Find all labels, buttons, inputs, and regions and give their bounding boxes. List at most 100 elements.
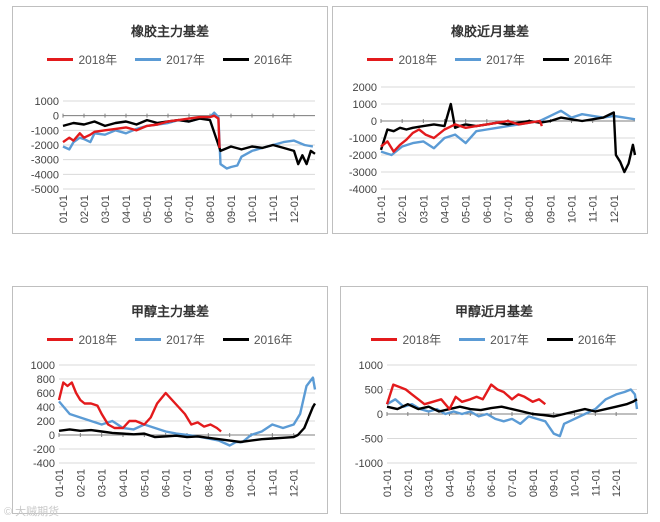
y-tick-label: -4000	[349, 184, 377, 196]
legend-item-2017: 2017年	[135, 331, 205, 348]
x-tick-label: 02-01	[79, 195, 91, 223]
y-tick-label: 1000	[359, 360, 383, 372]
y-tick-label: 600	[37, 388, 55, 400]
legend-item-2017: 2017年	[455, 51, 525, 68]
chart-panel-methanol-near: 甲醇近月基差 2018年 2017年 2016年 1000 500 0 -500 -10…	[340, 286, 648, 514]
x-tick-label: 01-01	[58, 195, 70, 223]
x-tick-label: 12-01	[609, 195, 621, 223]
series-line-s2018	[57, 381, 222, 433]
x-tick-label: 10-01	[567, 195, 579, 223]
legend-item-2016: 2016年	[542, 51, 613, 68]
x-tick-label: 02-01	[75, 469, 87, 497]
legend-item-2017: 2017年	[135, 51, 205, 68]
y-tick-label: 1000	[35, 96, 59, 108]
y-tick-label: 500	[365, 385, 383, 397]
x-tick-label: 06-01	[482, 195, 494, 223]
x-tick-label: 02-01	[403, 469, 415, 497]
y-tick-label: 0	[53, 111, 59, 123]
x-tick-label: 11-01	[267, 469, 279, 496]
x-tick-label: 10-01	[246, 469, 258, 497]
y-tick-label: 800	[37, 374, 55, 386]
x-tick-label: 06-01	[163, 195, 175, 223]
legend-label: 2017年	[490, 333, 529, 347]
legend-item-2018: 2018年	[367, 51, 437, 68]
x-tick-label: 04-01	[445, 469, 457, 497]
x-tick-label: 08-01	[203, 469, 215, 497]
y-tick-label: 0	[49, 430, 55, 442]
legend-item-2018: 2018年	[47, 51, 117, 68]
legend-label: 2017年	[166, 53, 205, 67]
series-line-s2017	[380, 109, 636, 157]
y-tick-label: -3000	[349, 167, 377, 179]
x-tick-label: 07-01	[507, 469, 519, 497]
x-tick-label: 06-01	[486, 469, 498, 497]
x-tick-label: 01-01	[382, 469, 394, 497]
x-tick-label: 01-01	[54, 469, 66, 497]
chart-title: 橡胶近月基差	[450, 24, 529, 39]
series-line-s2016	[379, 102, 637, 174]
x-tick-label: 04-01	[118, 469, 130, 497]
y-tick-label: -2000	[31, 140, 59, 152]
x-tick-label: 06-01	[161, 469, 173, 497]
y-tick-label: 2000	[353, 82, 377, 94]
chart-panel-methanol-main: 甲醇主力基差 2018年 2017年 2016年 1000 800 600 400 20…	[12, 286, 328, 514]
chart-title: 橡胶主力基差	[130, 24, 209, 39]
x-tick-label: 05-01	[465, 469, 477, 497]
legend-label: 2018年	[78, 53, 118, 67]
x-tick-label: 08-01	[205, 195, 217, 223]
legend-label: 2016年	[253, 333, 293, 347]
y-tick-label: -1000	[355, 458, 383, 470]
x-tick-label: 08-01	[524, 195, 536, 223]
x-tick-label: 07-01	[182, 469, 194, 497]
chart-legend: 2018年 2017年 2016年	[13, 331, 327, 348]
y-tick-label: 0	[377, 409, 383, 421]
chart-title: 甲醇近月基差	[454, 304, 533, 319]
x-tick-label: 04-01	[121, 195, 133, 223]
x-tick-label: 12-01	[289, 469, 301, 497]
y-tick-label: 200	[37, 416, 55, 428]
y-tick-label: -200	[33, 444, 55, 456]
chart-panel-rubber-main: 橡胶主力基差 2018年 2017年 2016年 1000 0 -1000 -2000…	[12, 6, 328, 234]
x-tick-label: 03-01	[100, 195, 112, 223]
x-tick-label: 03-01	[424, 469, 436, 497]
x-tick-label: 07-01	[503, 195, 515, 223]
x-tick-label: 11-01	[590, 469, 602, 496]
x-tick-label: 09-01	[549, 469, 561, 497]
y-tick-label: -400	[33, 458, 55, 470]
chart-legend: 2018年 2017年 2016年	[333, 51, 647, 68]
chart-legend: 2018年 2017年 2016年	[341, 331, 647, 348]
legend-item-2018: 2018年	[371, 331, 441, 348]
y-tick-label: -2000	[349, 150, 377, 162]
legend-label: 2017年	[486, 53, 525, 67]
series-line-s2018	[380, 119, 544, 153]
x-tick-label: 10-01	[247, 195, 259, 223]
y-tick-label: 1000	[31, 360, 55, 372]
x-tick-label: 12-01	[611, 469, 623, 497]
x-tick-label: 05-01	[142, 195, 154, 223]
y-tick-label: -1000	[349, 133, 377, 145]
legend-label: 2016年	[577, 333, 617, 347]
legend-label: 2016年	[573, 53, 613, 67]
x-tick-label: 11-01	[588, 195, 600, 222]
y-tick-label: -500	[361, 434, 383, 446]
series-line-s2016	[58, 402, 317, 444]
series-line-s2016	[62, 117, 316, 166]
x-tick-label: 03-01	[97, 469, 109, 497]
x-tick-label: 03-01	[418, 195, 430, 223]
chart-legend: 2018年 2017年 2016年	[13, 51, 327, 68]
x-tick-label: 09-01	[225, 469, 237, 497]
x-tick-label: 09-01	[226, 195, 238, 223]
legend-label: 2017年	[166, 333, 205, 347]
x-tick-label: 02-01	[397, 195, 409, 223]
x-tick-label: 10-01	[570, 469, 582, 497]
legend-item-2018: 2018年	[47, 331, 117, 348]
x-tick-label: 04-01	[440, 195, 452, 223]
series-line-s2018	[385, 383, 547, 411]
y-tick-label: -5000	[31, 184, 59, 196]
y-tick-label: -4000	[31, 169, 59, 181]
x-tick-label: 07-01	[184, 195, 196, 223]
